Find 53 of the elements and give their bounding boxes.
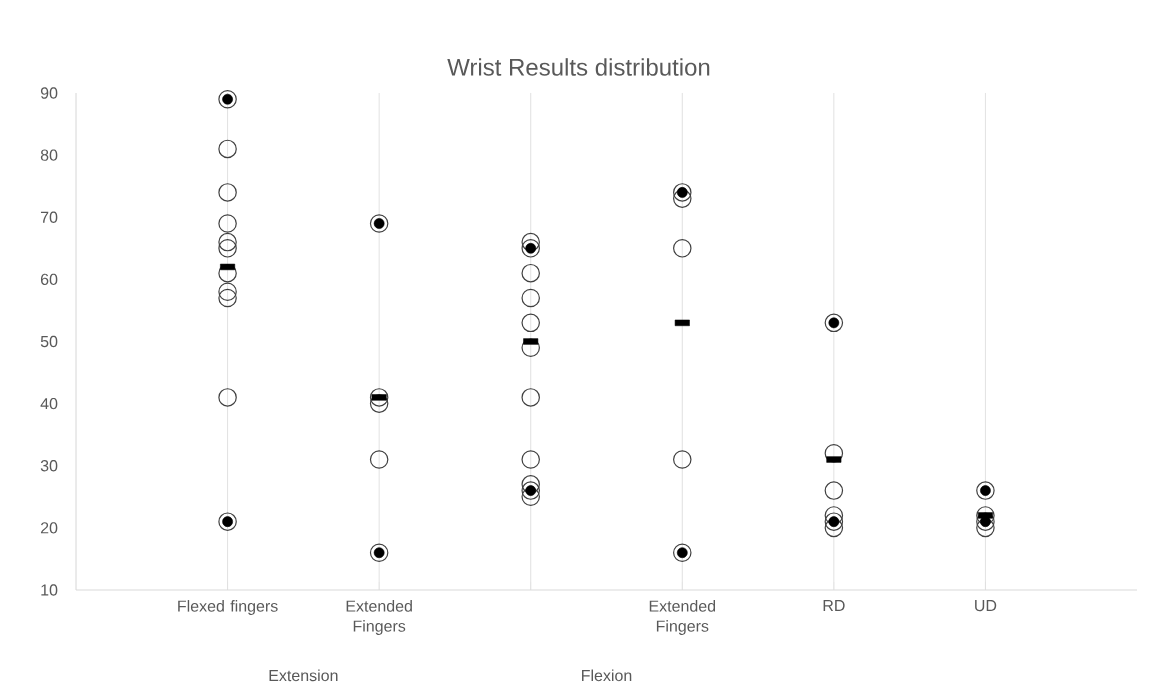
point xyxy=(521,239,540,258)
point xyxy=(673,450,692,469)
point xyxy=(218,183,237,202)
point xyxy=(218,214,237,233)
point xyxy=(369,388,389,407)
y-tick-label: 10 xyxy=(41,584,58,596)
point xyxy=(824,518,844,538)
y-tick-label: 20 xyxy=(40,522,58,534)
x-tick-label: Extended Fingers xyxy=(649,600,716,635)
chart-title: Wrist Results distribution xyxy=(447,58,710,76)
text: Flexion xyxy=(582,669,632,682)
point xyxy=(824,512,844,531)
point xyxy=(673,543,692,562)
point xyxy=(369,543,389,562)
point xyxy=(673,189,692,208)
point xyxy=(976,506,995,525)
point xyxy=(218,388,237,407)
point xyxy=(218,89,237,109)
point xyxy=(521,313,540,333)
point xyxy=(218,288,237,308)
point xyxy=(521,288,540,308)
point xyxy=(521,487,540,507)
point xyxy=(521,263,540,283)
y-tick-label: 50 xyxy=(40,335,58,348)
y-tick-label: 70 xyxy=(40,211,58,223)
x-tick-label: Extended Fingers xyxy=(346,600,412,635)
point xyxy=(521,232,540,252)
x-tick-label: Flexed fingers xyxy=(178,600,278,615)
y-tick-label: 80 xyxy=(40,149,58,161)
x-tick-label: UD xyxy=(975,600,997,612)
point xyxy=(218,232,237,252)
point xyxy=(521,388,540,407)
point xyxy=(521,450,540,469)
point xyxy=(218,239,237,258)
point xyxy=(218,139,237,159)
y-tick-label: 90 xyxy=(40,87,58,99)
point xyxy=(824,506,844,525)
text: Extension xyxy=(269,669,338,682)
point xyxy=(824,481,844,500)
y-tick-label: 30 xyxy=(40,460,58,472)
x-tick-label: RD xyxy=(823,600,845,612)
y-tick-label: 60 xyxy=(40,273,58,286)
point xyxy=(976,481,995,500)
point xyxy=(673,239,692,258)
point xyxy=(218,512,237,531)
point xyxy=(521,475,540,494)
point xyxy=(673,183,692,202)
point xyxy=(369,450,389,469)
point xyxy=(976,518,995,538)
point xyxy=(369,214,389,233)
point xyxy=(218,282,237,302)
y-tick-label: 40 xyxy=(40,397,58,410)
point xyxy=(521,481,540,500)
